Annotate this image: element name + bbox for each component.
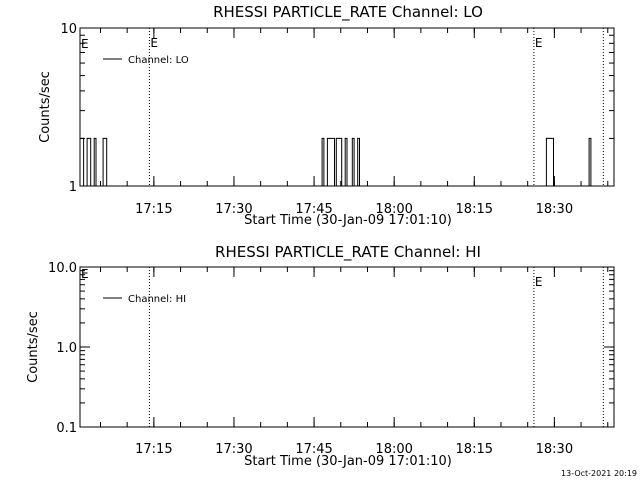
panel-hi-x-tick-label-2: 17:45 — [295, 442, 332, 457]
panel-lo: RHESSI PARTICLE_RATE Channel: LO 17:15 17… — [38, 3, 615, 228]
panel-lo-series-line-0 — [80, 137, 593, 187]
panel-lo-data-point — [319, 185, 321, 187]
panel-lo-series — [79, 137, 594, 187]
panel-lo-data-point — [328, 137, 330, 139]
panel-lo-data-point — [90, 185, 92, 187]
panel-lo-data-point — [335, 137, 337, 139]
panel-lo-data-point — [84, 185, 86, 187]
panel-lo-event-label-0: E — [150, 36, 158, 50]
panel-lo-data-point — [592, 185, 594, 187]
panel-lo-data-point — [590, 185, 592, 187]
panel-hi-ticks: 17:15 17:30 17:45 18:00 18:15 18:30 0.1 1.0 10.0 — [48, 261, 614, 457]
panel-lo-ticks: 17:15 17:30 17:45 18:00 18:15 18:30 1 10 — [60, 22, 614, 217]
panel-lo-legend-label: Channel: LO — [128, 55, 189, 66]
panel-lo-data-point — [104, 137, 106, 139]
panel-lo-data-point — [323, 185, 325, 187]
panel-lo-data-point — [337, 137, 339, 139]
panel-hi-y-tick-label-1: 1.0 — [56, 341, 77, 356]
panel-lo-data-point — [81, 137, 83, 139]
panel-lo-data-point — [346, 185, 348, 187]
panel-lo-data-point — [342, 185, 344, 187]
panel-lo-data-point — [547, 137, 549, 139]
panel-lo-data-point — [357, 137, 359, 139]
panel-lo-y-tick-label-0: 1 — [69, 180, 77, 195]
panel-hi-x-tick-label-3: 18:00 — [375, 442, 412, 457]
panel-hi-title: RHESSI PARTICLE_RATE Channel: HI — [215, 243, 481, 262]
panel-lo-data-point — [83, 185, 85, 187]
panel-lo-data-point — [341, 185, 343, 187]
panel-lo-data-point — [106, 185, 108, 187]
panel-lo-data-point — [586, 185, 588, 187]
panel-lo-data-point — [350, 185, 352, 187]
panel-lo-data-point — [93, 137, 95, 139]
panel-lo-data-point — [549, 137, 551, 139]
panel-lo-data-point — [353, 185, 355, 187]
panel-lo-x-tick-label-4: 18:15 — [456, 202, 493, 217]
panel-lo-title: RHESSI PARTICLE_RATE Channel: LO — [213, 3, 483, 22]
panel-hi-legend: Channel: HI — [103, 294, 186, 305]
panel-lo-data-point — [355, 185, 357, 187]
panel-lo-data-point — [351, 137, 353, 139]
panel-lo-x-tick-label-5: 18:30 — [536, 202, 573, 217]
panel-lo-data-point — [100, 185, 102, 187]
panel-lo-y-axis-label: Counts/sec — [38, 71, 53, 143]
panel-lo-data-point — [552, 185, 554, 187]
panel-hi-x-tick-label-4: 18:15 — [456, 442, 493, 457]
panel-hi-x-tick-label-5: 18:30 — [536, 442, 573, 457]
panel-lo-data-point — [325, 185, 327, 187]
panel-lo-data-point — [545, 137, 547, 139]
panel-hi: RHESSI PARTICLE_RATE Channel: HI 17:15 17… — [26, 243, 615, 469]
panel-lo-data-point — [544, 185, 546, 187]
panel-lo-data-point — [339, 137, 341, 139]
panel-lo-data-point — [102, 137, 104, 139]
panel-lo-x-tick-label-3: 18:00 — [375, 202, 412, 217]
panel-lo-edge-label: E — [81, 37, 89, 51]
panel-lo-data-point — [348, 185, 350, 187]
panel-lo-data-point — [330, 137, 332, 139]
panel-hi-x-tick-label-0: 17:15 — [135, 442, 172, 457]
panel-hi-y-axis-label: Counts/sec — [26, 311, 41, 383]
panel-lo-data-point — [358, 185, 360, 187]
panel-lo-legend: Channel: LO — [103, 55, 189, 66]
panel-lo-data-point — [95, 185, 97, 187]
panel-lo-x-axis-label: Start Time (30-Jan-09 17:01:10) — [244, 213, 452, 228]
panel-hi-y-tick-label-0: 0.1 — [56, 421, 77, 436]
panel-lo-x-tick-label-0: 17:15 — [135, 202, 172, 217]
panel-lo-data-point — [321, 137, 323, 139]
panel-lo-data-point — [344, 137, 346, 139]
panel-lo-data-point — [334, 185, 336, 187]
panel-lo-data-point — [551, 137, 553, 139]
panel-hi-event-lines: E — [148, 267, 604, 427]
panel-hi-x-tick-label-1: 17:30 — [215, 442, 252, 457]
panel-hi-edge-label: E — [81, 267, 89, 281]
panel-lo-event-label-1: E — [535, 36, 543, 50]
panel-lo-y-tick-label-1: 10 — [60, 22, 77, 37]
panel-hi-event-label-1: E — [535, 275, 543, 289]
panel-lo-data-point — [86, 137, 88, 139]
footer-timestamp: 13-Oct-2021 20:19 — [561, 469, 637, 478]
panel-lo-data-point — [326, 137, 328, 139]
panel-lo-data-point — [79, 137, 81, 139]
panel-lo-x-tick-label-1: 17:30 — [215, 202, 252, 217]
panel-lo-data-point — [91, 185, 93, 187]
panel-lo-x-tick-label-2: 17:45 — [295, 202, 332, 217]
panel-lo-data-point — [588, 137, 590, 139]
panel-hi-y-tick-label-2: 10.0 — [48, 261, 77, 276]
panel-hi-x-axis-label: Start Time (30-Jan-09 17:01:10) — [244, 454, 452, 469]
panel-hi-legend-label: Channel: HI — [128, 294, 186, 305]
